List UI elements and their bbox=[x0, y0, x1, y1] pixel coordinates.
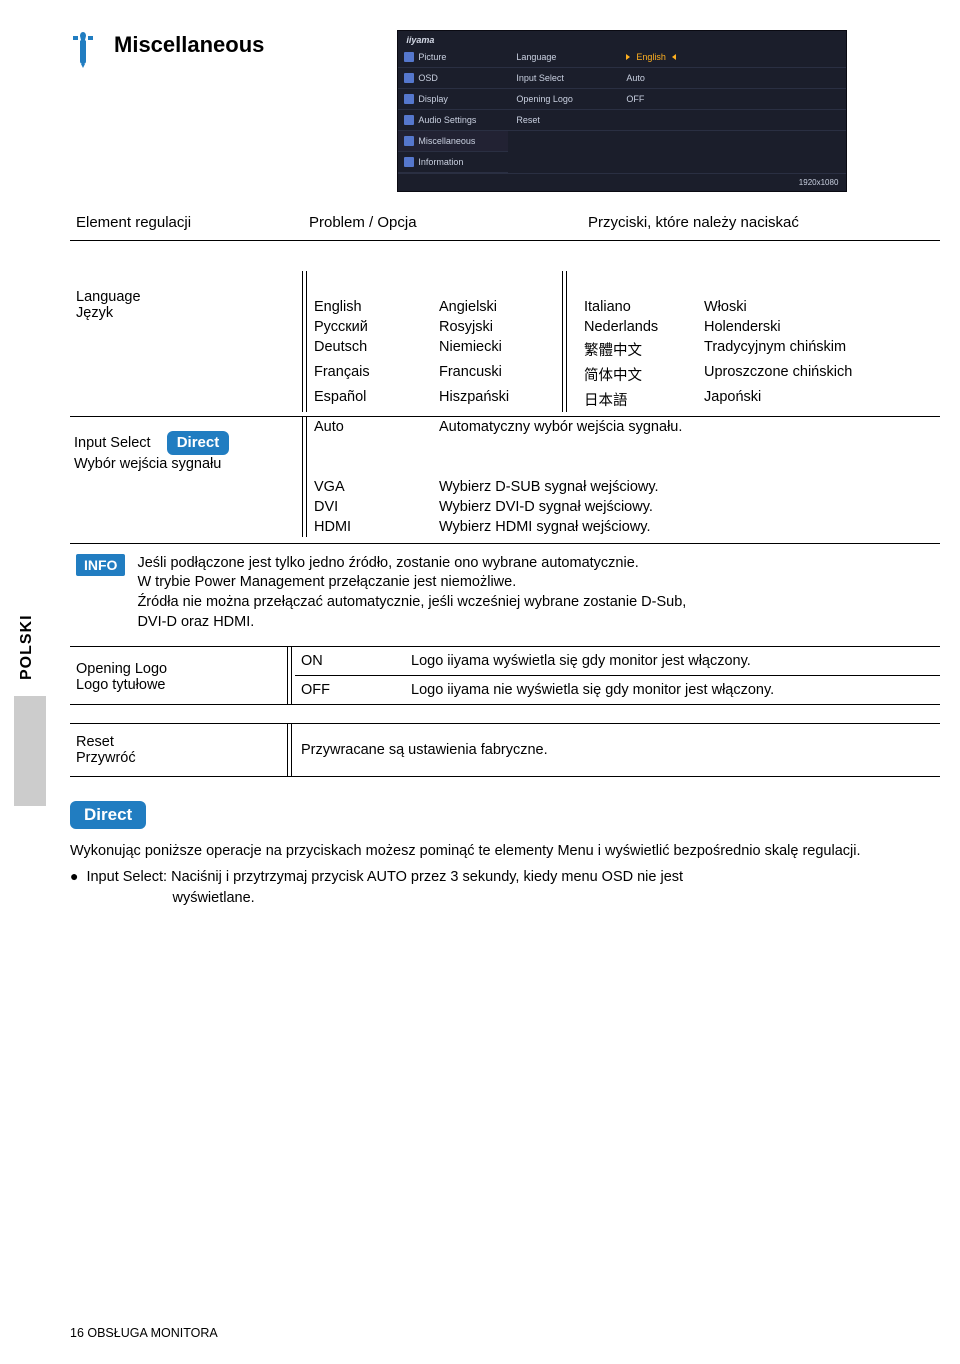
direct-badge: Direct bbox=[167, 431, 230, 455]
osd-setting-row: Reset bbox=[508, 110, 846, 131]
osd-menu-item-selected: Miscellaneous bbox=[398, 131, 508, 152]
lang-cell: Rosyjski bbox=[435, 317, 570, 337]
lang-cell: Francuski bbox=[435, 362, 570, 387]
lang-cell: 日本語 bbox=[580, 387, 700, 412]
on-label: ON bbox=[295, 647, 405, 675]
lang-src: English bbox=[310, 297, 435, 317]
lang-tr: Angielski bbox=[435, 297, 570, 317]
off-text: Logo iiyama nie wyświetla się gdy monito… bbox=[405, 676, 940, 704]
label-opening-logo: Opening Logo Logo tytułowe bbox=[70, 647, 285, 704]
lang-cell: Tradycyjnym chińskim bbox=[700, 337, 930, 362]
osd-screenshot: iiyama Picture OSD Display Audio Setting… bbox=[397, 30, 847, 192]
col-header-3: Przyciski, które należy naciskać bbox=[588, 214, 938, 231]
osd-menu-item: Display bbox=[398, 89, 508, 110]
input-desc: Wybierz DVI-D sygnał wejściowy. bbox=[435, 497, 930, 517]
lang-cell: Holenderski bbox=[700, 317, 930, 337]
lang-cell: Japoński bbox=[700, 387, 930, 412]
info-badge: INFO bbox=[76, 554, 125, 576]
lang-src2: Italiano bbox=[580, 297, 700, 317]
direct-badge-large: Direct bbox=[70, 801, 146, 829]
reset-text: Przywracane są ustawienia fabryczne. bbox=[295, 724, 940, 776]
lang-cell: Uproszczone chińskich bbox=[700, 362, 930, 387]
direct-bullet-text: Input Select: Naciśnij i przytrzymaj prz… bbox=[86, 867, 683, 908]
lang-tr2: Włoski bbox=[700, 297, 930, 317]
input-opt: HDMI bbox=[310, 517, 435, 537]
osd-brand: iiyama bbox=[398, 31, 846, 47]
osd-resolution: 1920x1080 bbox=[398, 173, 846, 191]
side-indicator bbox=[14, 696, 46, 806]
lang-cell: 简体中文 bbox=[580, 362, 700, 387]
col-header-2: Problem / Opcja bbox=[309, 214, 579, 231]
lang-cell: Hiszpański bbox=[435, 387, 570, 412]
on-text: Logo iiyama wyświetla się gdy monitor je… bbox=[405, 647, 940, 675]
input-opt: VGA bbox=[310, 477, 435, 497]
osd-menu-item: Information bbox=[398, 152, 508, 173]
osd-menu-item: Picture bbox=[398, 47, 508, 68]
lang-cell: Nederlands bbox=[580, 317, 700, 337]
osd-setting-row: LanguageEnglish bbox=[508, 47, 846, 68]
wrench-icon bbox=[70, 32, 96, 68]
lang-cell: Español bbox=[310, 387, 435, 412]
page-footer: 16 OBSŁUGA MONITORA bbox=[70, 1326, 218, 1340]
lang-cell: Français bbox=[310, 362, 435, 387]
direct-paragraph: Wykonując poniższe operacje na przyciska… bbox=[70, 841, 940, 861]
page-title: Miscellaneous bbox=[114, 32, 264, 58]
osd-setting-row: Input SelectAuto bbox=[508, 68, 846, 89]
lang-cell: Русский bbox=[310, 317, 435, 337]
lang-cell: Deutsch bbox=[310, 337, 435, 362]
input-opt: Auto bbox=[310, 417, 435, 437]
input-desc: Automatyczny wybór wejścia sygnału. bbox=[435, 417, 930, 437]
input-opt: DVI bbox=[310, 497, 435, 517]
lang-cell: Niemiecki bbox=[435, 337, 570, 362]
bullet-icon: ● bbox=[70, 867, 78, 908]
osd-setting-row: Opening LogoOFF bbox=[508, 89, 846, 110]
input-desc: Wybierz D-SUB sygnał wejściowy. bbox=[435, 477, 930, 497]
lang-cell: 繁體中文 bbox=[580, 337, 700, 362]
off-label: OFF bbox=[295, 676, 405, 704]
label-input-select: Input Select Direct Wybór wejścia sygnał… bbox=[70, 417, 300, 477]
label-reset: Reset Przywróć bbox=[70, 724, 285, 776]
input-desc: Wybierz HDMI sygnał wejściowy. bbox=[435, 517, 930, 537]
osd-menu-item: Audio Settings bbox=[398, 110, 508, 131]
info-text: Jeśli podłączone jest tylko jedno źródło… bbox=[137, 554, 686, 632]
osd-menu-item: OSD bbox=[398, 68, 508, 89]
col-header-1: Element regulacji bbox=[70, 214, 300, 231]
language-tab: POLSKI bbox=[18, 614, 36, 680]
